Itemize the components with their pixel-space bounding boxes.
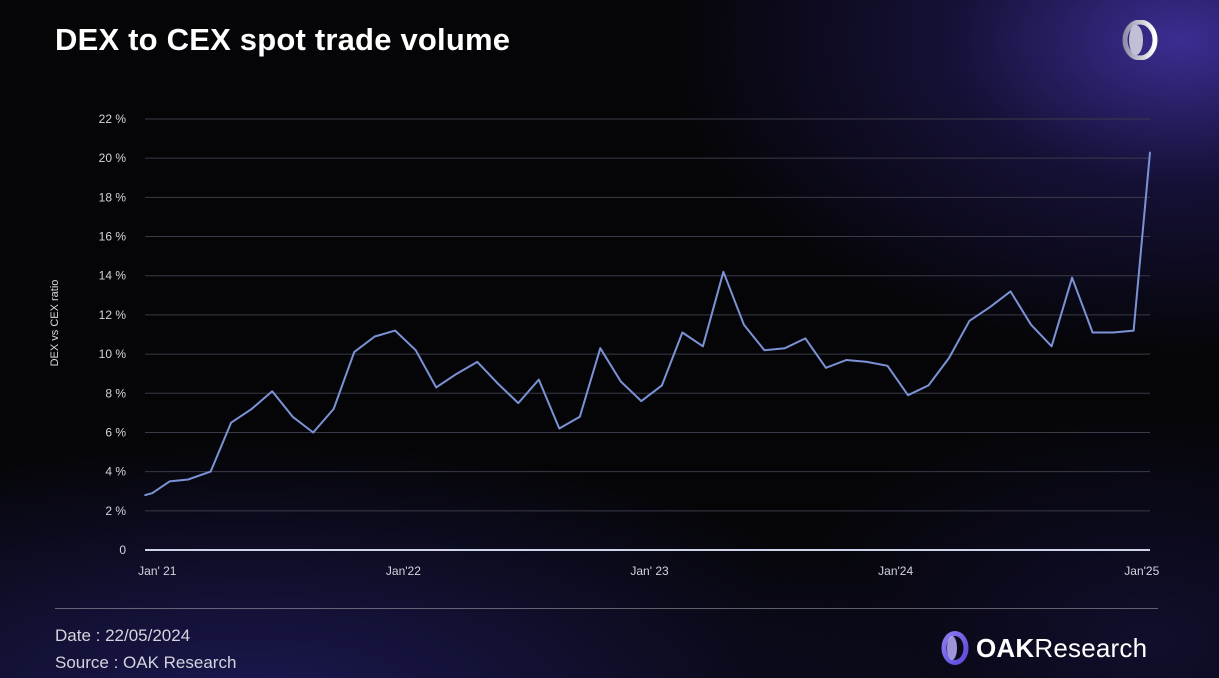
- data-point: [517, 402, 520, 404]
- data-point: [989, 306, 991, 308]
- data-point: [763, 349, 766, 351]
- y-tick-label: 2 %: [105, 504, 126, 518]
- oak-brand-icon: [941, 631, 969, 665]
- data-point: [661, 384, 663, 387]
- y-tick-label: 4 %: [105, 465, 126, 479]
- data-point: [209, 470, 212, 473]
- data-point: [1030, 323, 1032, 326]
- data-point: [187, 478, 189, 481]
- data-point: [907, 394, 909, 397]
- data-point: [722, 271, 725, 273]
- footer-source: Source : OAK Research: [55, 653, 237, 672]
- data-point: [866, 361, 868, 363]
- y-tick-label: 6 %: [105, 425, 126, 439]
- data-point: [230, 421, 232, 424]
- data-point: [353, 351, 356, 353]
- data-point: [1050, 345, 1053, 348]
- y-tick-label: 14 %: [99, 269, 127, 283]
- data-point: [620, 380, 622, 383]
- data-point: [1112, 331, 1114, 334]
- y-tick-label: 10 %: [99, 347, 127, 361]
- data-point: [784, 347, 786, 350]
- data-point: [1132, 329, 1135, 332]
- x-tick-label: Jan' 23: [630, 564, 669, 578]
- series-line: [144, 152, 1151, 497]
- data-point: [825, 367, 827, 369]
- data-point: [1071, 276, 1073, 279]
- y-tick-label: 0: [119, 543, 126, 557]
- y-tick-label: 20 %: [99, 151, 127, 165]
- x-tick-label: Jan'25: [1124, 564, 1159, 578]
- data-point: [948, 357, 950, 359]
- data-point: [1149, 151, 1151, 154]
- x-tick-label: Jan' 21: [138, 564, 177, 578]
- data-point: [291, 415, 294, 418]
- y-tick-label: 16 %: [99, 230, 127, 244]
- data-point: [804, 337, 807, 340]
- data-point: [886, 365, 889, 367]
- data-point: [250, 408, 253, 410]
- brand-name-rest: Research: [1034, 632, 1148, 663]
- data-point: [702, 345, 704, 348]
- footer-divider: [55, 608, 1158, 609]
- data-point: [579, 415, 581, 418]
- data-point: [455, 372, 458, 375]
- x-tick-labels: Jan' 21 Jan'22 Jan' 23 Jan'24 Jan'25: [138, 564, 1159, 578]
- y-tick-label: 18 %: [99, 190, 127, 204]
- data-point: [373, 335, 376, 338]
- chart-title: DEX to CEX spot trade volume: [55, 22, 511, 57]
- series-layer: [144, 151, 1151, 497]
- data-point: [558, 427, 561, 430]
- footer-date: Date : 22/05/2024: [55, 626, 191, 645]
- data-point: [332, 408, 335, 410]
- x-tick-label: Jan'22: [386, 564, 421, 578]
- y-tick-label: 22 %: [99, 112, 127, 126]
- data-point: [144, 494, 146, 496]
- gridlines: [145, 118, 1150, 551]
- data-point: [394, 329, 397, 332]
- data-point: [168, 480, 171, 483]
- data-point: [845, 359, 848, 361]
- data-point: [476, 361, 479, 363]
- data-point: [435, 386, 438, 389]
- data-point: [537, 378, 540, 381]
- data-point: [1009, 290, 1012, 293]
- data-point: [927, 384, 930, 387]
- data-point: [1091, 331, 1094, 334]
- data-point: [599, 347, 602, 350]
- data-point: [681, 331, 684, 334]
- data-point: [151, 492, 153, 494]
- data-point: [414, 349, 417, 351]
- y-tick-label: 8 %: [105, 386, 126, 400]
- data-point: [496, 382, 499, 385]
- data-point: [312, 431, 314, 434]
- y-tick-labels: 0 2 % 4 % 6 % 8 % 10 % 12 % 14 % 16 % 18 % 20 % 22 …: [99, 112, 127, 557]
- y-axis-label: DEX vs CEX ratio: [49, 279, 61, 367]
- brand-name-bold: OAK: [976, 632, 1035, 663]
- data-point: [743, 323, 745, 326]
- y-tick-label: 12 %: [99, 308, 127, 322]
- oak-logo-icon: [1122, 20, 1158, 60]
- data-point: [271, 390, 273, 393]
- data-point: [968, 319, 971, 322]
- brand-logo: OAKResearch: [940, 630, 1147, 666]
- data-point: [640, 400, 643, 402]
- x-tick-label: Jan'24: [878, 564, 913, 578]
